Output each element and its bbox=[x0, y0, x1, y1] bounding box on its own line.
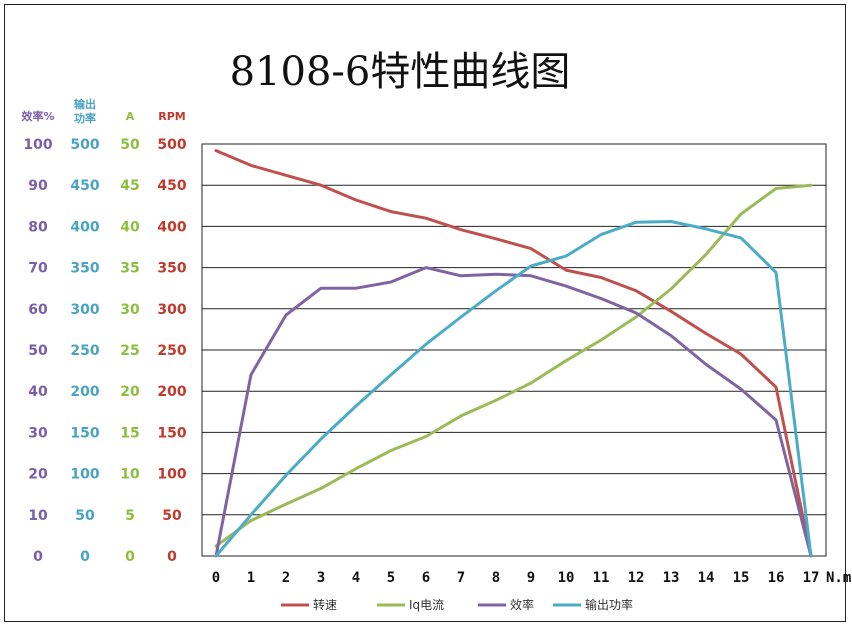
y-tick-power: 200 bbox=[70, 384, 99, 400]
x-tick: 1 bbox=[247, 570, 255, 586]
x-tick: 15 bbox=[733, 570, 750, 586]
axis-header-amp: A bbox=[126, 110, 135, 123]
y-tick-power: 500 bbox=[70, 137, 99, 153]
y-tick-power: 100 bbox=[70, 467, 99, 483]
y-tick-amp: 10 bbox=[120, 467, 140, 483]
y-tick-eff: 70 bbox=[28, 261, 48, 277]
x-tick: 6 bbox=[422, 570, 430, 586]
y-tick-amp: 30 bbox=[120, 302, 140, 318]
series-line-eff bbox=[214, 266, 813, 558]
y-tick-amp: 25 bbox=[120, 343, 139, 359]
y-tick-labels: 0102030405060708090100050100150200250300… bbox=[23, 137, 186, 565]
y-tick-eff: 90 bbox=[28, 178, 48, 194]
y-tick-amp: 5 bbox=[125, 508, 135, 524]
chart-title: 8108-6特性曲线图 bbox=[230, 49, 571, 95]
y-tick-eff: 0 bbox=[33, 549, 43, 565]
y-tick-rpm: 500 bbox=[157, 137, 186, 153]
y-tick-rpm: 350 bbox=[157, 261, 186, 277]
y-tick-rpm: 100 bbox=[157, 467, 186, 483]
y-tick-eff: 100 bbox=[23, 137, 52, 153]
y-tick-amp: 15 bbox=[120, 425, 139, 441]
grid-lines bbox=[201, 143, 827, 557]
y-tick-rpm: 400 bbox=[157, 219, 186, 235]
axis-header-eff: 效率% bbox=[21, 109, 54, 123]
x-tick: 16 bbox=[768, 570, 785, 586]
axis-header-power-line2: 功率 bbox=[74, 111, 96, 125]
x-tick: 7 bbox=[457, 570, 465, 586]
legend-label-eff: 效率 bbox=[510, 597, 534, 612]
axis-headers: 效率% 输出功率 A RPM bbox=[21, 97, 185, 125]
y-tick-power: 250 bbox=[70, 343, 99, 359]
y-tick-power: 400 bbox=[70, 219, 99, 235]
y-tick-amp: 45 bbox=[120, 178, 139, 194]
y-tick-eff: 40 bbox=[28, 384, 48, 400]
y-tick-eff: 20 bbox=[28, 467, 48, 483]
legend-label-amp: Iq电流 bbox=[409, 598, 444, 612]
y-tick-power: 350 bbox=[70, 261, 99, 277]
y-tick-eff: 30 bbox=[28, 425, 48, 441]
y-tick-power: 50 bbox=[75, 508, 95, 524]
x-axis-label: N.m bbox=[826, 570, 851, 586]
y-tick-power: 300 bbox=[70, 302, 99, 318]
series-lines bbox=[214, 149, 813, 558]
y-tick-rpm: 0 bbox=[167, 549, 177, 565]
y-tick-power: 150 bbox=[70, 425, 99, 441]
x-tick: 5 bbox=[387, 570, 395, 586]
chart-frame bbox=[4, 4, 846, 622]
series-line-rpm bbox=[214, 149, 813, 558]
y-tick-amp: 50 bbox=[120, 137, 140, 153]
series-line-amp bbox=[214, 183, 813, 548]
axis-header-power: 输出 bbox=[74, 97, 96, 111]
y-tick-power: 450 bbox=[70, 178, 99, 194]
y-tick-rpm: 50 bbox=[162, 508, 182, 524]
y-tick-eff: 80 bbox=[28, 219, 48, 235]
x-tick: 11 bbox=[593, 570, 610, 586]
y-tick-rpm: 300 bbox=[157, 302, 186, 318]
y-tick-rpm: 450 bbox=[157, 178, 186, 194]
y-tick-amp: 35 bbox=[120, 261, 139, 277]
x-tick: 8 bbox=[492, 570, 500, 586]
y-tick-power: 0 bbox=[80, 549, 90, 565]
x-tick: 10 bbox=[558, 570, 575, 586]
x-tick: 17 bbox=[803, 570, 820, 586]
x-tick: 3 bbox=[317, 570, 325, 586]
y-tick-amp: 40 bbox=[120, 219, 140, 235]
x-tick: 2 bbox=[282, 570, 290, 586]
y-tick-rpm: 150 bbox=[157, 425, 186, 441]
x-tick: 0 bbox=[212, 570, 220, 586]
axis-header-rpm: RPM bbox=[158, 110, 185, 123]
y-tick-eff: 60 bbox=[28, 302, 48, 318]
x-tick: 13 bbox=[663, 570, 680, 586]
series-line-power bbox=[214, 220, 813, 558]
x-tick: 12 bbox=[628, 570, 645, 586]
y-tick-rpm: 250 bbox=[157, 343, 186, 359]
y-tick-amp: 0 bbox=[125, 549, 135, 565]
y-tick-eff: 50 bbox=[28, 343, 48, 359]
y-tick-rpm: 200 bbox=[157, 384, 186, 400]
x-tick: 4 bbox=[352, 570, 360, 586]
legend: 转速 Iq电流 效率 输出功率 bbox=[281, 597, 633, 612]
x-tick: 14 bbox=[698, 570, 715, 586]
x-tick-labels: 0 1 2 3 4 5 6 7 8 9 10 11 12 13 14 15 16 17 bbox=[212, 570, 820, 586]
y-tick-eff: 10 bbox=[28, 508, 48, 524]
x-tick: 9 bbox=[527, 570, 535, 586]
y-tick-amp: 20 bbox=[120, 384, 140, 400]
legend-label-rpm: 转速 bbox=[313, 597, 337, 612]
legend-label-power: 输出功率 bbox=[585, 597, 633, 612]
